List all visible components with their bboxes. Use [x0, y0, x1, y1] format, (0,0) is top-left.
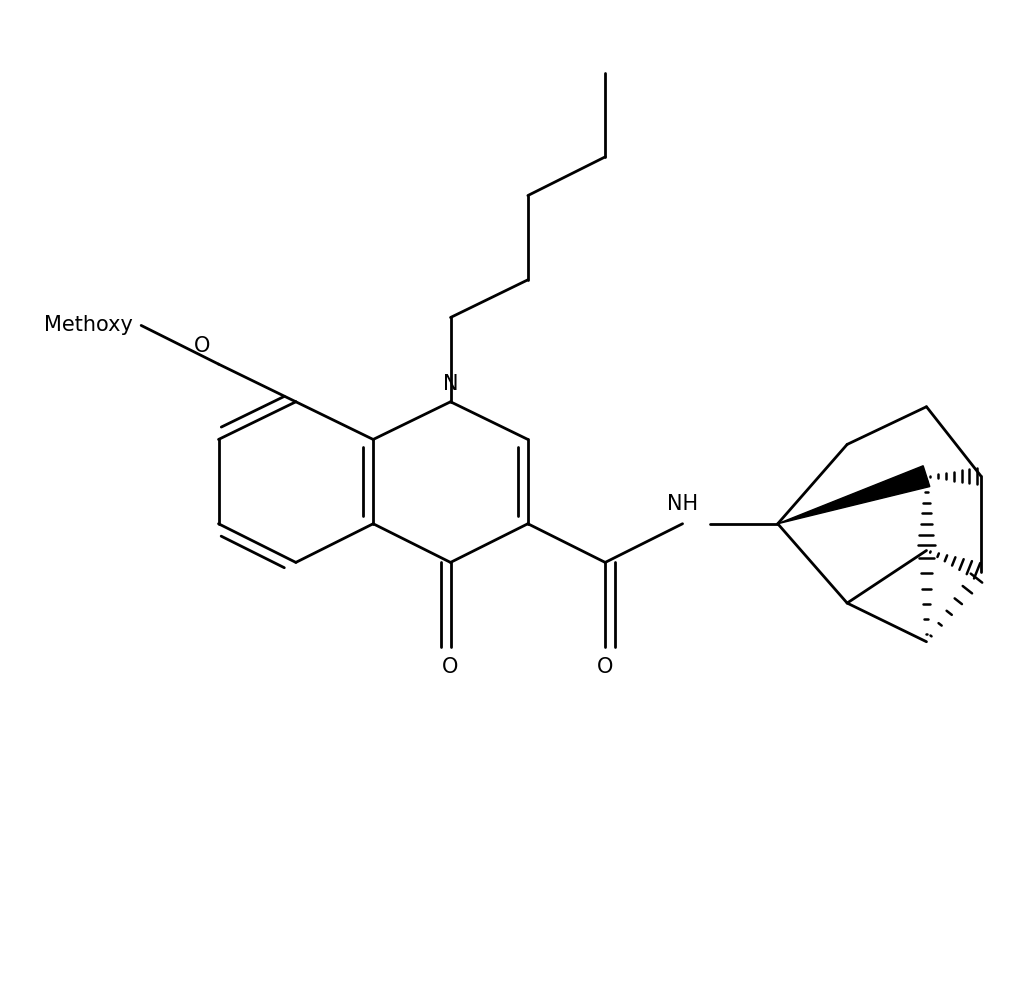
Text: O: O [597, 657, 614, 676]
Text: N: N [443, 374, 459, 393]
Text: NH: NH [667, 494, 698, 514]
Text: O: O [194, 336, 210, 356]
Text: Methoxy: Methoxy [44, 316, 133, 335]
Polygon shape [778, 465, 930, 524]
Text: O: O [442, 657, 459, 676]
